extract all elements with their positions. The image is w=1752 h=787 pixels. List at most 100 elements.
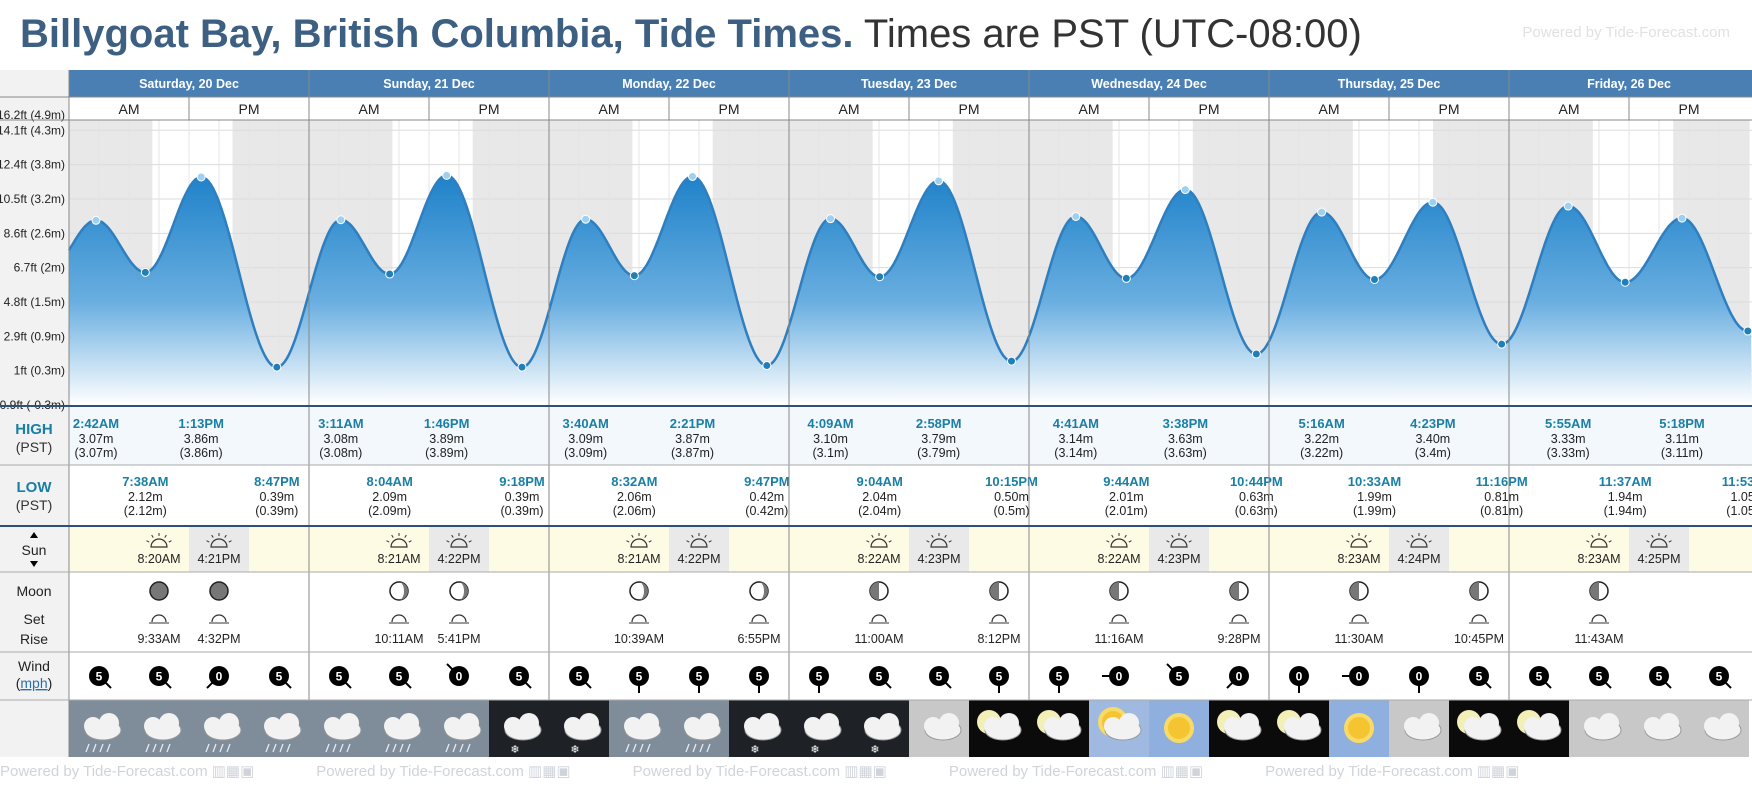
low-tide-time: 9:18PM bbox=[499, 474, 545, 489]
low-tide-time: 8:32AM bbox=[611, 474, 657, 489]
moon-shade bbox=[639, 582, 648, 600]
low-tide-point bbox=[1743, 326, 1752, 336]
high-tide-time: 3:40AM bbox=[563, 416, 609, 431]
moon-set-time: 11:00AM bbox=[854, 632, 903, 646]
cloud-puff bbox=[879, 713, 899, 733]
wind-speed-badge bbox=[1409, 666, 1429, 686]
rain-drop-icon bbox=[212, 743, 217, 753]
low-tide-height: 0.39m bbox=[505, 490, 540, 504]
high-tide-point bbox=[336, 215, 346, 225]
low-tide-point bbox=[1251, 349, 1261, 359]
cloud-puff bbox=[204, 717, 222, 735]
wind-unit-link[interactable]: mph bbox=[20, 675, 47, 691]
cloud-puff bbox=[504, 717, 522, 735]
cloud-puff bbox=[1479, 713, 1499, 733]
low-label: LOW bbox=[17, 479, 53, 496]
high-tide-point bbox=[688, 171, 697, 181]
high-tide-height: 3.33m bbox=[1551, 432, 1586, 446]
moon-shade bbox=[399, 582, 408, 600]
tide-line bbox=[67, 174, 1752, 369]
day-header-bar bbox=[0, 70, 1752, 97]
pm-label: PM bbox=[239, 101, 260, 117]
moon-shade bbox=[1350, 582, 1359, 600]
powered-by-bottom-5: Powered by Tide-Forecast.com ▥▦▣ bbox=[1265, 763, 1520, 780]
low-tide-time: 10:15PM bbox=[985, 474, 1038, 489]
sunrise-ray bbox=[164, 534, 167, 538]
high-tide-point bbox=[934, 176, 944, 186]
sunset-ray bbox=[1184, 534, 1187, 538]
cloud-puff bbox=[759, 713, 779, 733]
low-tide-height: 2.01m bbox=[1109, 490, 1144, 504]
am-label: AM bbox=[839, 101, 860, 117]
sunset-time: 4:22PM bbox=[437, 552, 480, 566]
rain-drop-icon bbox=[272, 743, 277, 753]
cloud-puff bbox=[1239, 713, 1259, 733]
y-tick-label: 8.6ft (2.6m) bbox=[4, 226, 65, 240]
low-tide-height-paren: (0.39m) bbox=[500, 504, 543, 518]
sunrise-ray bbox=[1591, 534, 1594, 538]
sunset-ray bbox=[1411, 534, 1414, 538]
low-tide-height-paren: (2.01m) bbox=[1105, 504, 1148, 518]
day-label: Wednesday, 24 Dec bbox=[1091, 77, 1207, 91]
rain-drop-icon bbox=[392, 743, 397, 753]
low-tide-height: 2.09m bbox=[372, 490, 407, 504]
am-label: AM bbox=[1559, 101, 1580, 117]
cloud-puff bbox=[1419, 713, 1439, 733]
wind-speed-value: 5 bbox=[1656, 670, 1663, 684]
low-tide-height-paren: (2.09m) bbox=[368, 504, 411, 518]
sunrise-icon bbox=[150, 538, 168, 548]
wind-unit-paren: ( bbox=[16, 675, 21, 691]
sunrise-ray bbox=[1124, 534, 1127, 538]
moon-phase-icon bbox=[149, 581, 169, 601]
rain-drop-icon bbox=[99, 743, 104, 753]
sunset-ray bbox=[931, 534, 934, 538]
low-tide-point bbox=[140, 267, 150, 277]
rain-drop-icon bbox=[699, 743, 704, 753]
low-tide-height: 1.05m bbox=[1730, 490, 1752, 504]
high-tide-height: 3.89m bbox=[429, 432, 464, 446]
rain-drop-icon bbox=[452, 743, 457, 753]
high-tide-time: 4:41AM bbox=[1053, 416, 1099, 431]
high-tide-height-paren: (3.87m) bbox=[671, 446, 714, 460]
pm-label: PM bbox=[1199, 101, 1220, 117]
snowflake-icon: ❄ bbox=[570, 744, 579, 756]
high-tide-time: 4:23PM bbox=[1410, 416, 1456, 431]
moon-shade bbox=[459, 582, 468, 600]
left-label-column bbox=[0, 70, 69, 757]
cloud-puff bbox=[399, 713, 419, 733]
cloud-puff bbox=[1539, 713, 1559, 733]
moon-shade bbox=[1470, 582, 1479, 600]
cloud-puff bbox=[1524, 717, 1542, 735]
cloud-puff bbox=[744, 717, 762, 735]
sunrise-ray bbox=[631, 534, 634, 538]
sunset-ray bbox=[1646, 540, 1650, 543]
moon-phase-icon bbox=[209, 581, 229, 601]
wind-speed-badge bbox=[509, 666, 529, 686]
cloud-puff bbox=[579, 713, 599, 733]
wind-speed-badge bbox=[929, 666, 949, 686]
wind-speed-badge bbox=[1589, 666, 1609, 686]
cloud-puff bbox=[144, 717, 162, 735]
sunset-icon bbox=[1170, 538, 1188, 548]
cloud-puff bbox=[84, 717, 102, 735]
high-tide-time: 2:42AM bbox=[73, 416, 119, 431]
high-tide-height-paren: (3.89m) bbox=[425, 446, 468, 460]
wind-speed-value: 5 bbox=[276, 670, 283, 684]
sunset-ray bbox=[1651, 534, 1654, 538]
moon-set-time: 11:43AM bbox=[1574, 632, 1623, 646]
sunrise-time: 8:21AM bbox=[617, 552, 660, 566]
low-tide-time: 9:44AM bbox=[1103, 474, 1149, 489]
sunset-icon bbox=[450, 538, 468, 548]
wind-unit-label: (mph) bbox=[16, 675, 53, 691]
powered-by-top[interactable]: Powered by Tide-Forecast.com bbox=[1522, 24, 1730, 41]
day-label: Monday, 22 Dec bbox=[622, 77, 716, 91]
moon-set-icon bbox=[1111, 614, 1127, 623]
wind-speed-badge bbox=[149, 666, 169, 686]
sun-label: Sun bbox=[22, 542, 47, 558]
high-tide-point bbox=[826, 214, 835, 224]
high-tide-height-paren: (3.86m) bbox=[180, 446, 223, 460]
moon-shade bbox=[1590, 582, 1599, 600]
wind-speed-value: 5 bbox=[696, 670, 703, 684]
sunrise-ray bbox=[644, 534, 647, 538]
high-tide-height-paren: (3.22m) bbox=[1300, 446, 1343, 460]
